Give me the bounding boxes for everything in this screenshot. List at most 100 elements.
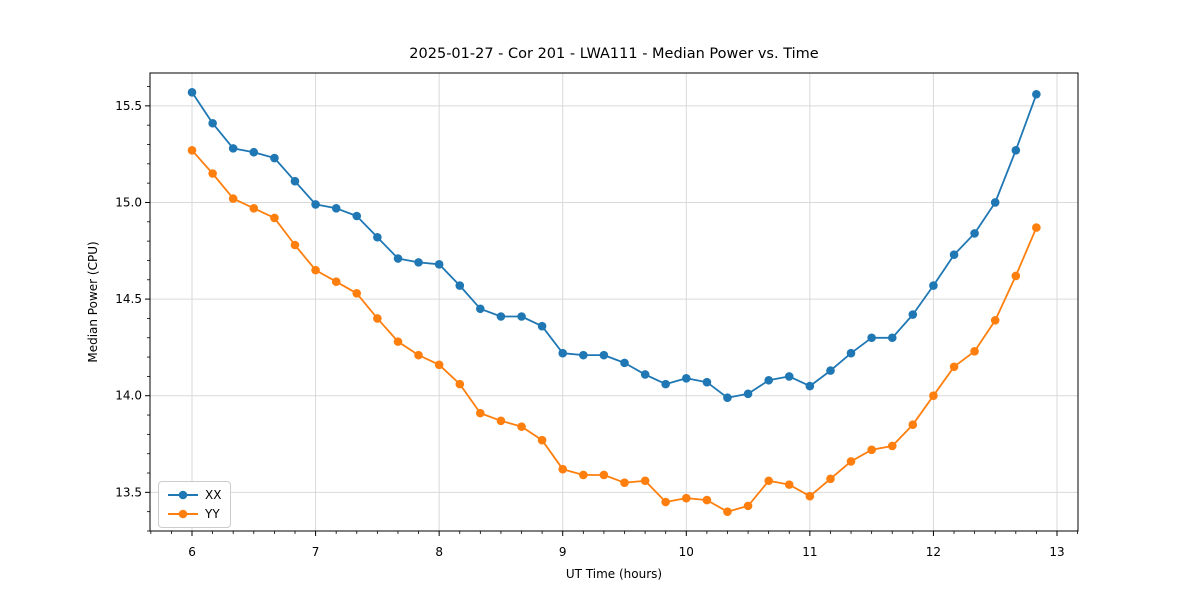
series-xx-marker-2 [228, 144, 238, 153]
series-xx-marker-20 [599, 350, 609, 360]
series-xx-marker-3 [249, 147, 259, 157]
series-yy-marker-10 [393, 337, 403, 346]
series-yy-marker-30 [805, 491, 815, 501]
series-xx-marker-25 [702, 377, 712, 387]
series-xx-marker-12 [434, 260, 444, 269]
series-yy-marker-24 [681, 493, 691, 503]
series-yy-marker-41 [1032, 223, 1041, 232]
series-xx-marker-26 [723, 393, 732, 402]
series-yy-marker-15 [496, 416, 506, 426]
series-yy-marker-5 [290, 240, 300, 250]
chart-title: 2025-01-27 - Cor 201 - LWA111 - Median P… [409, 46, 819, 62]
series-yy-marker-28 [764, 476, 774, 486]
series-yy-marker-20 [599, 470, 609, 480]
series-yy-marker-26 [723, 507, 732, 516]
series-yy-marker-21 [620, 478, 629, 487]
series-yy-marker-4 [270, 213, 279, 223]
series-xx-marker-15 [496, 312, 506, 321]
series-yy-marker-35 [908, 420, 918, 430]
series-yy-marker-12 [434, 360, 444, 370]
y-tick-label-15: 15.0 [115, 195, 142, 209]
series-yy-marker-40 [1011, 271, 1021, 281]
series-yy-marker-39 [990, 316, 1000, 325]
series-xx-marker-0 [187, 88, 197, 97]
series-xx-marker-32 [846, 348, 856, 358]
series-xx-marker-13 [455, 281, 465, 290]
series-xx-marker-27 [743, 389, 753, 399]
series-yy-marker-14 [475, 408, 485, 418]
series-xx-marker-30 [805, 381, 815, 391]
series-xx-marker-10 [393, 254, 403, 263]
axes-spines [149, 72, 1079, 532]
series-xx-marker-8 [352, 211, 362, 221]
series-yy-marker-8 [352, 289, 362, 298]
series-xx-marker-37 [949, 250, 959, 259]
x-tick-label-9: 9 [559, 545, 567, 559]
legend-label-yy: YY [205, 507, 220, 521]
series-xx-marker-16 [517, 312, 526, 321]
series-yy-marker-23 [661, 497, 670, 507]
legend-xx-marker-icon [168, 490, 198, 500]
series-xx-marker-40 [1011, 145, 1021, 155]
series-xx-marker-7 [331, 203, 341, 213]
x-tick-label-11: 11 [802, 545, 817, 559]
series-yy-marker-31 [826, 474, 835, 484]
legend-item-xx: XX [168, 488, 221, 502]
y-axis-label: Median Power (CPU) [86, 241, 100, 363]
series-xx-marker-23 [661, 379, 670, 389]
series-xx-marker-14 [475, 304, 485, 314]
x-tick-label-7: 7 [312, 545, 320, 559]
legend-item-yy: YY [168, 507, 221, 521]
series-xx-marker-29 [784, 372, 794, 381]
y-tick-label-15.5: 15.5 [115, 99, 142, 113]
series-yy-marker-32 [846, 457, 856, 466]
series-yy-marker-19 [579, 470, 588, 480]
x-tick-label-6: 6 [188, 545, 196, 559]
y-tick-label-13.5: 13.5 [115, 485, 142, 499]
series-yy-marker-18 [558, 464, 568, 474]
legend: XX YY [158, 481, 232, 528]
series-xx-marker-5 [290, 176, 300, 186]
series-xx-marker-4 [270, 153, 279, 163]
series-xx-marker-41 [1032, 89, 1041, 99]
series-yy-marker-2 [228, 194, 238, 203]
series-xx-marker-18 [558, 348, 568, 358]
series-yy-marker-33 [867, 445, 876, 455]
series-yy-marker-34 [887, 441, 897, 451]
series-yy-marker-25 [702, 495, 712, 505]
series-xx-marker-39 [990, 198, 1000, 207]
series-yy-marker-37 [949, 362, 959, 372]
series-yy-marker-9 [373, 314, 382, 323]
series-xx-marker-6 [311, 200, 320, 209]
series-xx-line [191, 91, 1038, 399]
series-xx-marker-36 [929, 281, 938, 290]
series-yy-marker-22 [640, 476, 650, 486]
x-tick-label-12: 12 [926, 545, 941, 559]
series-yy-marker-0 [187, 145, 197, 155]
series-yy-marker-36 [929, 391, 938, 401]
series-xx-marker-33 [867, 333, 876, 343]
series-xx-marker-28 [764, 375, 774, 385]
x-axis-label: UT Time (hours) [565, 567, 663, 581]
series-xx-marker-1 [208, 118, 217, 128]
series-yy-marker-38 [970, 346, 979, 356]
x-tick-label-8: 8 [435, 545, 443, 559]
series-yy-marker-13 [455, 379, 465, 389]
y-tick-label-14.5: 14.5 [115, 292, 142, 306]
y-tick-label-14: 14.0 [115, 389, 142, 403]
series-xx-marker-17 [537, 321, 547, 331]
series-yy-marker-29 [784, 480, 794, 489]
series-xx-marker-11 [414, 258, 423, 267]
x-tick-label-13: 13 [1049, 545, 1064, 559]
series-yy-marker-3 [249, 203, 259, 213]
series-yy-marker-11 [414, 350, 423, 360]
series-yy-marker-16 [517, 422, 526, 431]
series-xx-marker-24 [681, 374, 691, 383]
series-xx-marker-38 [970, 229, 979, 238]
series-xx-marker-22 [640, 370, 650, 379]
series-yy-marker-17 [537, 435, 547, 445]
series-xx-marker-35 [908, 310, 918, 319]
series-xx-marker-9 [373, 232, 382, 242]
